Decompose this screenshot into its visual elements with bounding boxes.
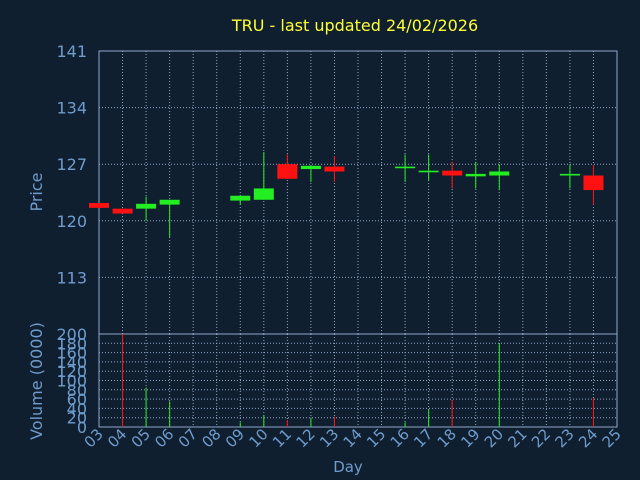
candle-body: [253, 188, 274, 200]
candle-body: [230, 195, 251, 201]
price-tick-labels: 113 120 127 134 141: [56, 42, 87, 287]
price-tick-label: 113: [56, 268, 87, 287]
volume-tick-label: 160: [56, 344, 87, 363]
candle-body: [159, 199, 180, 205]
price-tick-label: 127: [56, 155, 87, 174]
candle-body: [442, 170, 463, 176]
price-tick-label: 141: [56, 42, 87, 61]
candle-body: [89, 203, 109, 208]
candles: [89, 152, 604, 237]
chart-title: TRU - last updated 24/02/2026: [231, 16, 478, 35]
volume-axis-label: Volume (0000): [27, 322, 46, 440]
volume-tick-label: 40: [67, 399, 87, 418]
volume-tick-label: 180: [56, 334, 87, 353]
price-tick-label: 120: [56, 212, 87, 231]
candle-body: [395, 166, 416, 169]
candle-body: [324, 166, 345, 172]
volume-tick-label: 60: [67, 390, 87, 409]
candle-body: [112, 208, 133, 214]
volume-tick-label: 100: [56, 372, 87, 391]
price-tick-label: 134: [56, 99, 87, 118]
volume-tick-label: 0: [77, 418, 87, 437]
x-axis-label: Day: [333, 458, 363, 476]
candle-body: [465, 173, 486, 177]
volume-panel-frame: [98, 333, 618, 428]
candle-body: [583, 175, 604, 191]
volume-tick-label: 140: [56, 353, 87, 372]
volume-tick-label: 200: [56, 325, 87, 344]
volume-bars: [122, 334, 594, 427]
volume-tick-label: 80: [67, 381, 87, 400]
volume-tick-label: 120: [56, 362, 87, 381]
candle-body: [300, 165, 321, 170]
candle-body: [418, 170, 439, 173]
candle-body: [489, 171, 510, 176]
day-tick-labels: 0304050607080910111213141516171819202122…: [81, 425, 625, 451]
candle-body: [559, 173, 580, 176]
candle-body: [136, 203, 157, 209]
price-axis-label: Price: [27, 172, 46, 211]
volume-tick-label: 20: [67, 409, 87, 428]
candle-body: [277, 164, 298, 179]
